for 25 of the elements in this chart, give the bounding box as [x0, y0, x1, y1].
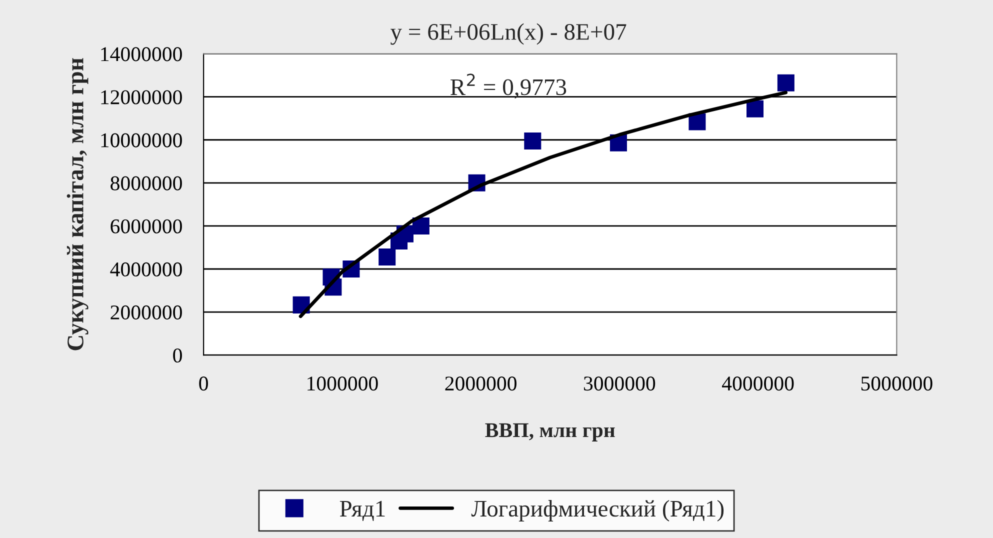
- y-tick-label: 10000000: [101, 133, 182, 148]
- point: [524, 132, 542, 150]
- point: [412, 217, 430, 234]
- text: y = 6E+06Ln(x) - 8E+07: [390, 23, 626, 45]
- x-axis-title: ВВП, млн грн: [485, 423, 615, 442]
- x-tick-label: 3000000: [584, 376, 656, 391]
- x-tick-label: 4000000: [722, 376, 794, 391]
- x-tick-label: 2000000: [445, 376, 516, 391]
- annotation: R$^{2}$ = 0,9773: [450, 74, 566, 99]
- y-tick-label: 0: [173, 348, 182, 363]
- y-tick-label: 6000000: [110, 219, 182, 234]
- legend-label: Ряд1: [340, 500, 385, 522]
- point: [746, 100, 764, 118]
- y-tick-label: 2000000: [110, 305, 182, 320]
- y-tick-label: 4000000: [110, 262, 182, 276]
- y-tick-label: 14000000: [101, 47, 182, 62]
- x-tick-label: 0: [199, 376, 208, 391]
- y-tick-label: 8000000: [110, 176, 182, 190]
- point: [378, 248, 396, 266]
- point: [777, 74, 794, 92]
- legend-label: Логарифмический (Ряд1): [471, 500, 724, 522]
- y-tick-label: 12000000: [101, 90, 182, 104]
- x-tick-label: 1000000: [308, 376, 378, 391]
- y-axis-title: Сукупний капітал, млн грн: [66, 58, 88, 350]
- x-tick-label: 5000000: [861, 376, 932, 391]
